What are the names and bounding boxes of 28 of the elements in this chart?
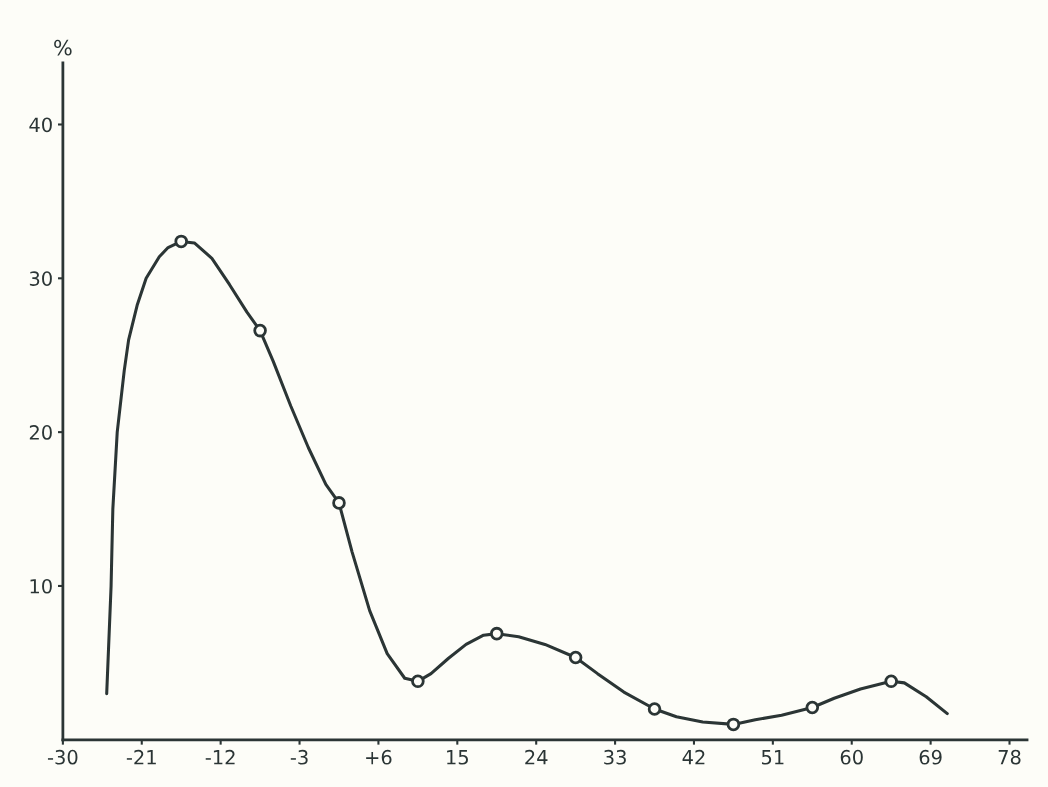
x-tick-label: -12 (205, 749, 235, 765)
point (647, 702, 662, 716)
point (884, 674, 898, 689)
x-tick-label: 42 (682, 749, 705, 765)
x-tick-label: 51 (761, 750, 784, 765)
x-tick-label: 60 (840, 749, 863, 765)
point (174, 234, 188, 249)
x-tick-label: -3 (290, 749, 308, 765)
point (253, 323, 267, 338)
point (332, 496, 346, 510)
x-tick-label: 33 (604, 749, 626, 765)
y-tick-label: 30 (29, 271, 52, 286)
point (489, 626, 504, 641)
x-tick-label: 24 (525, 749, 548, 765)
x-tick-label: 15 (447, 750, 468, 765)
point (568, 650, 583, 665)
x-tick-label: 69 (919, 749, 942, 765)
x-tick-label: -21 (126, 749, 156, 765)
x-tick-label: +6 (366, 749, 392, 765)
y-tick-label: 40 (29, 117, 52, 133)
point (726, 717, 741, 732)
x-tick-label: 78 (998, 749, 1021, 765)
x-tick-label: -30 (47, 749, 78, 765)
y-tick-label: 20 (29, 425, 52, 440)
point (805, 700, 820, 715)
y-tick-label: 10 (30, 578, 52, 594)
point (411, 674, 425, 689)
y-axis-title: % (54, 39, 72, 56)
